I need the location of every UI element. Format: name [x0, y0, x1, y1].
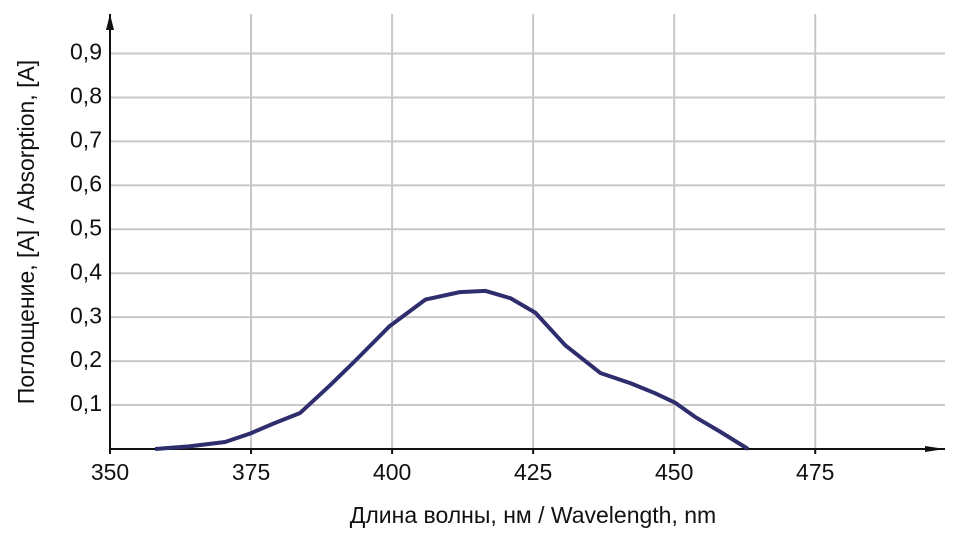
x-axis-arrow [925, 446, 945, 452]
x-tick-label: 425 [514, 459, 552, 485]
y-axis-arrow [106, 14, 114, 30]
y-tick-label: 0,4 [70, 258, 102, 284]
data-line [154, 288, 750, 451]
y-tick-label: 0,2 [70, 346, 102, 372]
y-tick-label: 0,6 [70, 170, 102, 196]
x-tick-label: 350 [91, 459, 129, 485]
x-tick-label: 375 [232, 459, 270, 485]
x-axis-label: Длина волны, нм / Wavelength, nm [350, 502, 716, 528]
y-tick-label: 0,7 [70, 127, 102, 153]
x-tick-label: 400 [373, 459, 411, 485]
x-tick-label: 450 [655, 459, 693, 485]
x-tick-label: 475 [796, 459, 834, 485]
y-tick-label: 0,9 [70, 39, 102, 65]
y-tick-label: 0,3 [70, 302, 102, 328]
y-tick-label: 0,1 [70, 390, 102, 416]
y-tick-label: 0,5 [70, 214, 102, 240]
y-tick-label: 0,8 [70, 83, 102, 109]
y-axis-label: Поглощение, [A] / Absorption, [A] [13, 60, 39, 404]
